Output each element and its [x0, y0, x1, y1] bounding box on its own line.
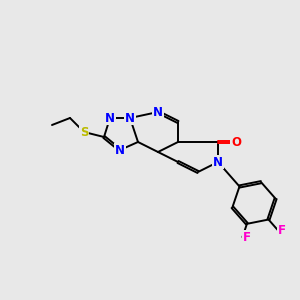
Text: F: F [242, 231, 250, 244]
Text: S: S [80, 125, 88, 139]
Text: F: F [278, 224, 286, 237]
Text: N: N [213, 155, 223, 169]
Text: N: N [105, 112, 115, 124]
Text: N: N [125, 112, 135, 124]
Text: N: N [115, 143, 125, 157]
Text: O: O [231, 136, 241, 148]
Text: N: N [153, 106, 163, 118]
